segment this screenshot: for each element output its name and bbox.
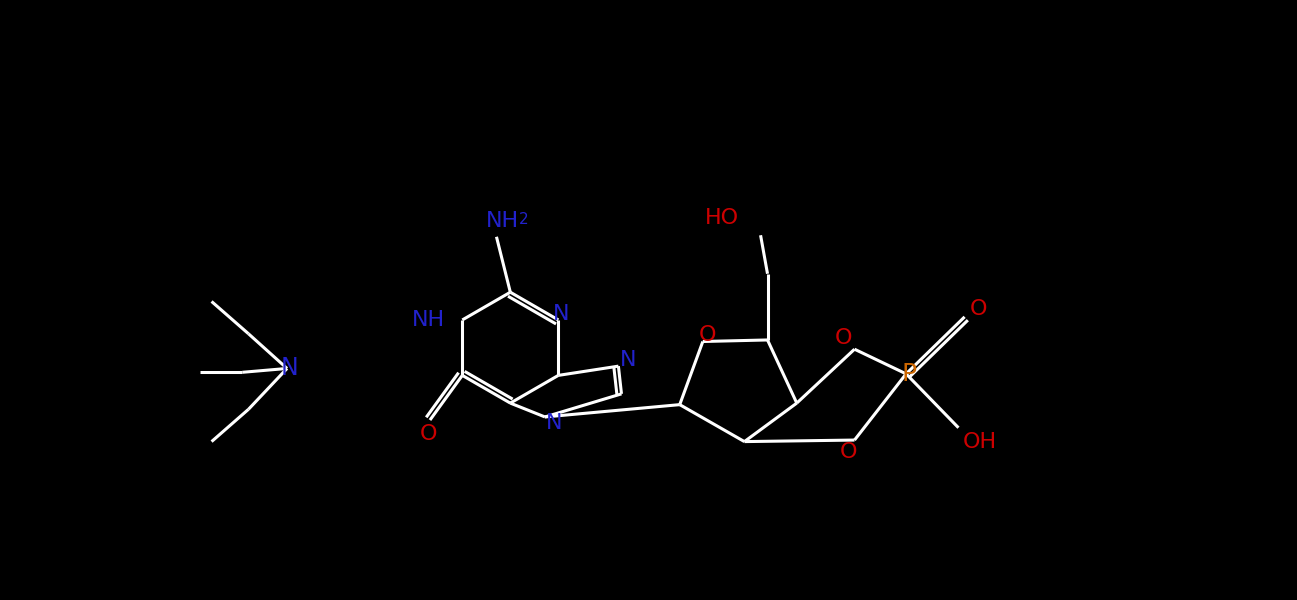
Text: O: O (420, 424, 437, 444)
Text: NH: NH (486, 211, 519, 232)
Text: O: O (699, 325, 716, 346)
Text: NH: NH (412, 310, 445, 330)
Text: 2: 2 (519, 212, 529, 227)
Text: O: O (835, 328, 852, 349)
Text: HO: HO (704, 208, 739, 228)
Text: P: P (901, 362, 917, 386)
Text: O: O (970, 299, 987, 319)
Text: OH: OH (962, 431, 997, 452)
Text: N: N (620, 350, 636, 370)
Text: N: N (546, 413, 563, 433)
Text: N: N (553, 304, 569, 324)
Text: O: O (839, 442, 857, 463)
Text: N: N (280, 356, 298, 380)
